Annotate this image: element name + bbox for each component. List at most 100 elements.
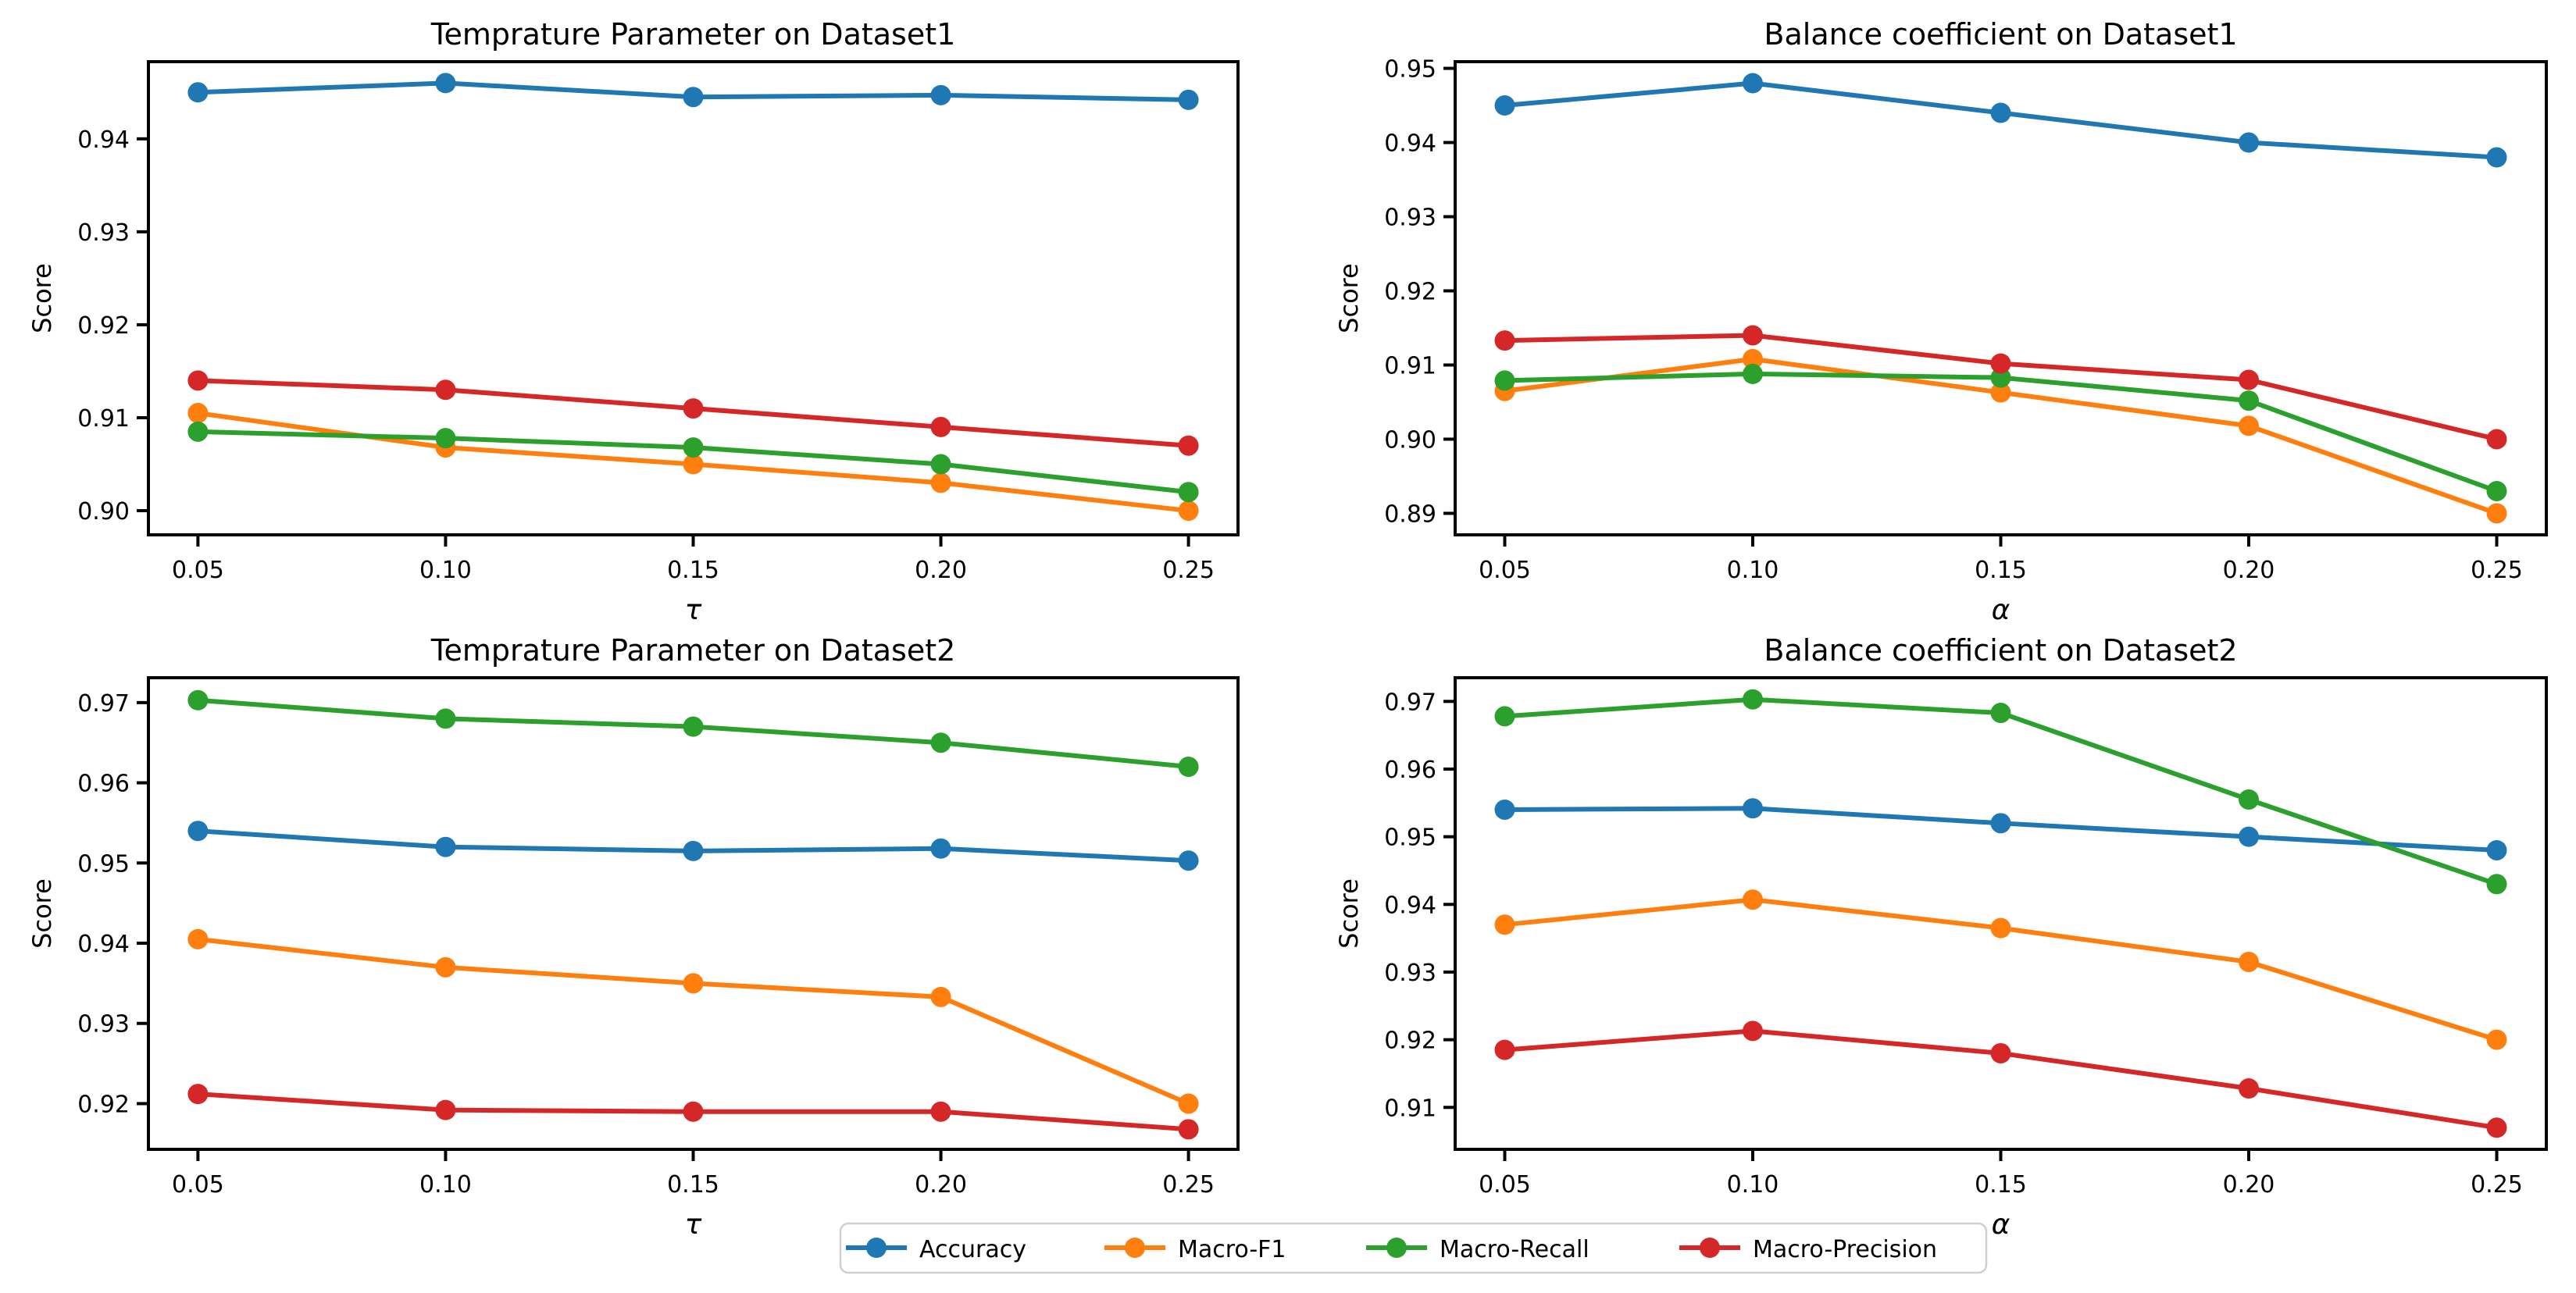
x-axis-label: α <box>1992 1209 2010 1241</box>
series-marker-macro-precision <box>2486 429 2507 450</box>
series-marker-macro-f1 <box>1990 917 2011 939</box>
y-tick-label: 0.95 <box>77 850 130 878</box>
y-tick-label: 0.94 <box>1384 130 1436 158</box>
y-tick-label: 0.92 <box>1384 1028 1436 1055</box>
series-marker-accuracy <box>1178 850 1199 871</box>
x-tick-label: 0.25 <box>2471 1171 2523 1199</box>
x-tick-label: 0.15 <box>667 1171 719 1199</box>
series-marker-macro-f1 <box>187 403 209 424</box>
series-marker-macro-precision <box>1494 330 1515 351</box>
y-tick-label: 0.96 <box>77 771 130 798</box>
series-marker-accuracy <box>930 84 951 105</box>
series-macro-f1 <box>187 403 1199 522</box>
x-tick-label: 0.20 <box>915 557 967 584</box>
x-tick-label: 0.15 <box>1975 557 2027 584</box>
series-marker-macro-recall <box>1494 370 1515 391</box>
series-marker-macro-precision <box>435 379 456 401</box>
series-marker-macro-f1 <box>2239 951 2259 972</box>
series-marker-accuracy <box>2239 132 2259 153</box>
y-tick-label: 0.93 <box>1384 205 1436 232</box>
series-macro-recall <box>1494 363 2507 501</box>
series-macro-precision <box>1494 325 2507 450</box>
series-marker-macro-recall <box>930 454 951 475</box>
series-marker-macro-precision <box>930 1101 951 1122</box>
series-marker-macro-precision <box>187 370 209 391</box>
series-marker-accuracy <box>1990 102 2011 123</box>
x-tick-label: 0.25 <box>1162 557 1215 584</box>
x-tick-label: 0.10 <box>419 1171 472 1199</box>
series-marker-macro-recall <box>2486 874 2507 895</box>
y-tick-label: 0.95 <box>1384 56 1436 84</box>
series-marker-macro-recall <box>1743 689 1763 710</box>
x-tick-label: 0.10 <box>1727 557 1779 584</box>
subplot-title: Temprature Parameter on Dataset1 <box>430 17 956 52</box>
subplot-temprature-parameter-on-dataset2: 0.05 0.10 0.15 0.20 0.25 0.92 0.93 0.94 0.95 0.96… <box>27 633 1240 1241</box>
series-macro-precision <box>1494 1021 2507 1138</box>
series-marker-accuracy <box>683 87 704 108</box>
y-tick-label: 0.92 <box>77 1091 130 1118</box>
series-marker-macro-f1 <box>187 928 209 949</box>
series-marker-macro-recall <box>2239 390 2259 411</box>
series-marker-macro-f1 <box>1178 500 1199 522</box>
legend-item-macro-f1: Macro-F1 <box>1104 1236 1286 1263</box>
y-tick-label: 0.93 <box>1384 960 1436 987</box>
series-marker-macro-precision <box>1743 1021 1763 1042</box>
series-marker-macro-precision <box>1178 435 1199 456</box>
legend-item-accuracy: Accuracy <box>846 1236 1026 1263</box>
y-tick-label: 0.91 <box>1384 352 1436 379</box>
series-marker-accuracy <box>930 838 951 859</box>
y-tick-label: 0.97 <box>77 690 130 718</box>
x-tick-label: 0.20 <box>915 1171 967 1199</box>
y-tick-label: 0.93 <box>77 1011 130 1038</box>
series-marker-macro-precision <box>1990 1042 2011 1063</box>
series-marker-macro-f1 <box>1743 348 1763 369</box>
series-macro-precision <box>187 1084 1199 1140</box>
series-accuracy <box>1494 73 2507 168</box>
y-tick-label: 0.91 <box>77 405 130 433</box>
y-tick-label: 0.92 <box>1384 279 1436 306</box>
series-marker-macro-recall <box>1178 482 1199 503</box>
series-marker-macro-recall <box>2486 480 2507 501</box>
series-marker-macro-precision <box>683 1101 704 1122</box>
legend-item-macro-precision: Macro-Precision <box>1679 1236 1937 1263</box>
series-marker-macro-f1 <box>2486 1029 2507 1050</box>
series-marker-macro-f1 <box>2239 415 2259 436</box>
series-marker-macro-f1 <box>1178 1093 1199 1114</box>
x-tick-label: 0.15 <box>667 557 719 584</box>
legend-marker-accuracy <box>866 1238 887 1258</box>
series-accuracy <box>187 73 1199 110</box>
series-marker-macro-recall <box>187 421 209 442</box>
legend-label-macro-recall: Macro-Recall <box>1440 1236 1589 1263</box>
series-marker-macro-recall <box>683 716 704 737</box>
series-marker-macro-precision <box>1178 1119 1199 1140</box>
series-marker-macro-precision <box>2486 1117 2507 1138</box>
subplot-balance-coefficient-on-dataset2: 0.05 0.10 0.15 0.20 0.25 0.91 0.92 0.93 0.94 0.95… <box>1334 633 2548 1241</box>
y-tick-label: 0.94 <box>77 126 130 154</box>
subplot-title: Temprature Parameter on Dataset2 <box>430 633 956 668</box>
series-marker-macro-precision <box>2239 369 2259 390</box>
series-marker-macro-f1 <box>1990 382 2011 403</box>
series-marker-macro-precision <box>683 398 704 419</box>
series-marker-accuracy <box>435 73 456 94</box>
x-tick-label: 0.05 <box>1479 557 1531 584</box>
x-tick-label: 0.20 <box>2223 1171 2275 1199</box>
x-tick-label: 0.10 <box>1727 1171 1779 1199</box>
x-tick-label: 0.05 <box>1479 1171 1531 1199</box>
y-tick-label: 0.89 <box>1384 500 1436 528</box>
y-tick-label: 0.90 <box>1384 426 1436 454</box>
series-marker-macro-recall <box>930 732 951 753</box>
series-marker-macro-precision <box>1494 1039 1515 1060</box>
series-marker-macro-recall <box>1178 757 1199 778</box>
x-axis-label: τ <box>685 594 702 626</box>
y-tick-label: 0.90 <box>77 498 130 525</box>
series-marker-macro-recall <box>683 437 704 458</box>
x-tick-label: 0.15 <box>1975 1171 2027 1199</box>
series-marker-macro-f1 <box>930 472 951 493</box>
series-marker-accuracy <box>187 821 209 842</box>
y-tick-label: 0.94 <box>77 931 130 958</box>
series-marker-macro-f1 <box>2486 503 2507 524</box>
series-marker-accuracy <box>2486 147 2507 168</box>
y-axis-label: Score <box>27 263 57 333</box>
series-marker-macro-recall <box>1990 367 2011 388</box>
